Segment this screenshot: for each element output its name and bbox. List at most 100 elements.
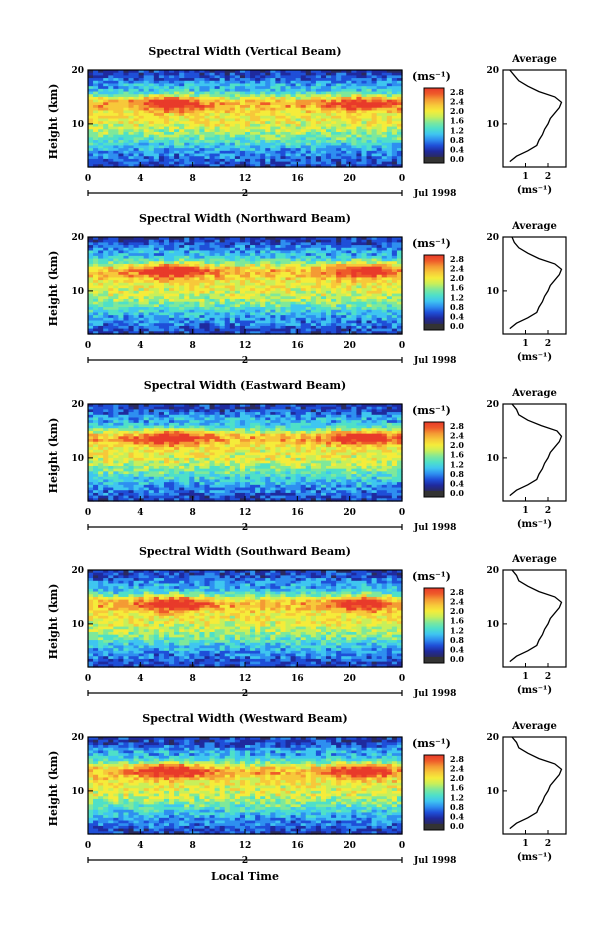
heatmap-cell — [396, 293, 403, 297]
heatmap-cell — [381, 105, 388, 109]
heatmap-cell — [209, 293, 216, 297]
heatmap-cell — [351, 298, 358, 303]
heatmap-cell — [113, 134, 119, 138]
heatmap-cell — [341, 296, 347, 300]
heatmap-cell — [98, 145, 104, 149]
heatmap-cell — [239, 282, 246, 287]
heatmap-cell — [169, 253, 175, 257]
heatmap-cell — [310, 137, 317, 141]
heatmap-cell — [290, 131, 297, 136]
heatmap-cell — [194, 75, 201, 79]
heatmap-cell — [366, 131, 373, 136]
heatmap-cell — [305, 148, 312, 152]
heatmap-cell — [128, 298, 135, 303]
heatmap-cell — [320, 72, 327, 76]
heatmap-cell — [245, 274, 251, 279]
heatmap-cell — [376, 164, 383, 168]
heatmap-cell — [371, 145, 378, 149]
heatmap-cell — [133, 105, 140, 109]
heatmap-cell — [93, 439, 99, 443]
heatmap-cell — [305, 118, 312, 122]
heatmap-cell — [174, 301, 180, 305]
heatmap-cell — [366, 253, 373, 257]
heatmap-cell — [371, 307, 378, 311]
heatmap-cell — [305, 121, 312, 125]
heatmap-cell — [224, 99, 231, 103]
heatmap-cell — [310, 325, 317, 330]
heatmap-cell — [234, 126, 241, 130]
heatmap-cell — [108, 161, 114, 165]
heatmap-cell — [341, 317, 347, 322]
heatmap-cell — [366, 72, 373, 76]
heatmap-cell — [219, 158, 226, 163]
heatmap-cell — [326, 282, 332, 287]
heatmap-cell — [356, 331, 363, 335]
heatmap-cell — [143, 242, 150, 246]
heatmap-cell — [371, 309, 378, 314]
heatmap-cell — [98, 309, 104, 314]
heatmap-cell — [158, 285, 165, 289]
heatmap-cell — [391, 272, 398, 276]
average-unit: (ms⁻¹) — [517, 352, 552, 363]
heatmap-cell — [158, 134, 165, 138]
heatmap-cell — [219, 296, 226, 300]
heatmap-cell — [163, 328, 170, 332]
heatmap-cell — [93, 105, 99, 109]
heatmap-cell — [123, 107, 130, 112]
heatmap-cell — [174, 304, 180, 308]
heatmap-cell — [103, 83, 109, 87]
heatmap-cell — [234, 293, 241, 297]
heatmap-cell — [128, 164, 135, 168]
x-tick-label: 16 — [291, 174, 304, 184]
heatmap-cell — [214, 153, 221, 157]
heatmap-cell — [184, 102, 190, 106]
heatmap-cell — [265, 325, 271, 330]
heatmap-cell — [320, 272, 327, 276]
heatmap-cell — [381, 126, 388, 130]
heatmap-cell — [169, 142, 175, 147]
heatmap-cell — [320, 280, 327, 284]
heatmap-cell — [128, 492, 135, 497]
heatmap-cell — [189, 245, 195, 249]
heatmap-cell — [371, 285, 378, 289]
heatmap-cell — [184, 113, 190, 117]
heatmap-cell — [199, 247, 206, 252]
heatmap-cell — [123, 447, 130, 451]
heatmap-cell — [138, 455, 145, 459]
heatmap-cell — [98, 441, 104, 446]
heatmap-cell — [234, 80, 241, 85]
heatmap-cell — [351, 239, 358, 243]
heatmap-cell — [234, 282, 241, 287]
heatmap-cell — [341, 83, 347, 87]
heatmap-cell — [300, 134, 307, 138]
heatmap-cell — [169, 153, 175, 157]
heatmap-cell — [260, 131, 266, 136]
heatmap-cell — [118, 465, 125, 470]
heatmap-cell — [153, 293, 160, 297]
heatmap-cell — [93, 164, 99, 168]
heatmap-cell — [143, 70, 150, 74]
heatmap-cell — [138, 436, 145, 440]
heatmap-cell — [366, 156, 373, 160]
colorbar — [424, 88, 444, 157]
heatmap-cell — [391, 88, 398, 93]
heatmap-cell — [153, 263, 160, 268]
heatmap-cell — [386, 320, 393, 324]
heatmap-cell — [98, 282, 104, 287]
heatmap-cell — [356, 309, 363, 314]
heatmap-cell — [93, 142, 99, 147]
heatmap-cell — [386, 102, 393, 106]
heatmap-cell — [351, 88, 358, 93]
heatmap-cell — [143, 414, 150, 419]
heatmap-cell — [113, 72, 119, 76]
heatmap-cell — [305, 72, 312, 76]
heatmap-cell — [128, 323, 135, 327]
heatmap-cell — [265, 269, 271, 273]
heatmap-cell — [128, 328, 135, 332]
heatmap-cell — [224, 148, 231, 152]
heatmap-cell — [229, 164, 236, 168]
colorbar-tick-label: 2.0 — [450, 273, 464, 283]
heatmap-cell — [103, 247, 109, 252]
heatmap-cell — [128, 78, 135, 82]
heatmap-cell — [138, 471, 145, 475]
